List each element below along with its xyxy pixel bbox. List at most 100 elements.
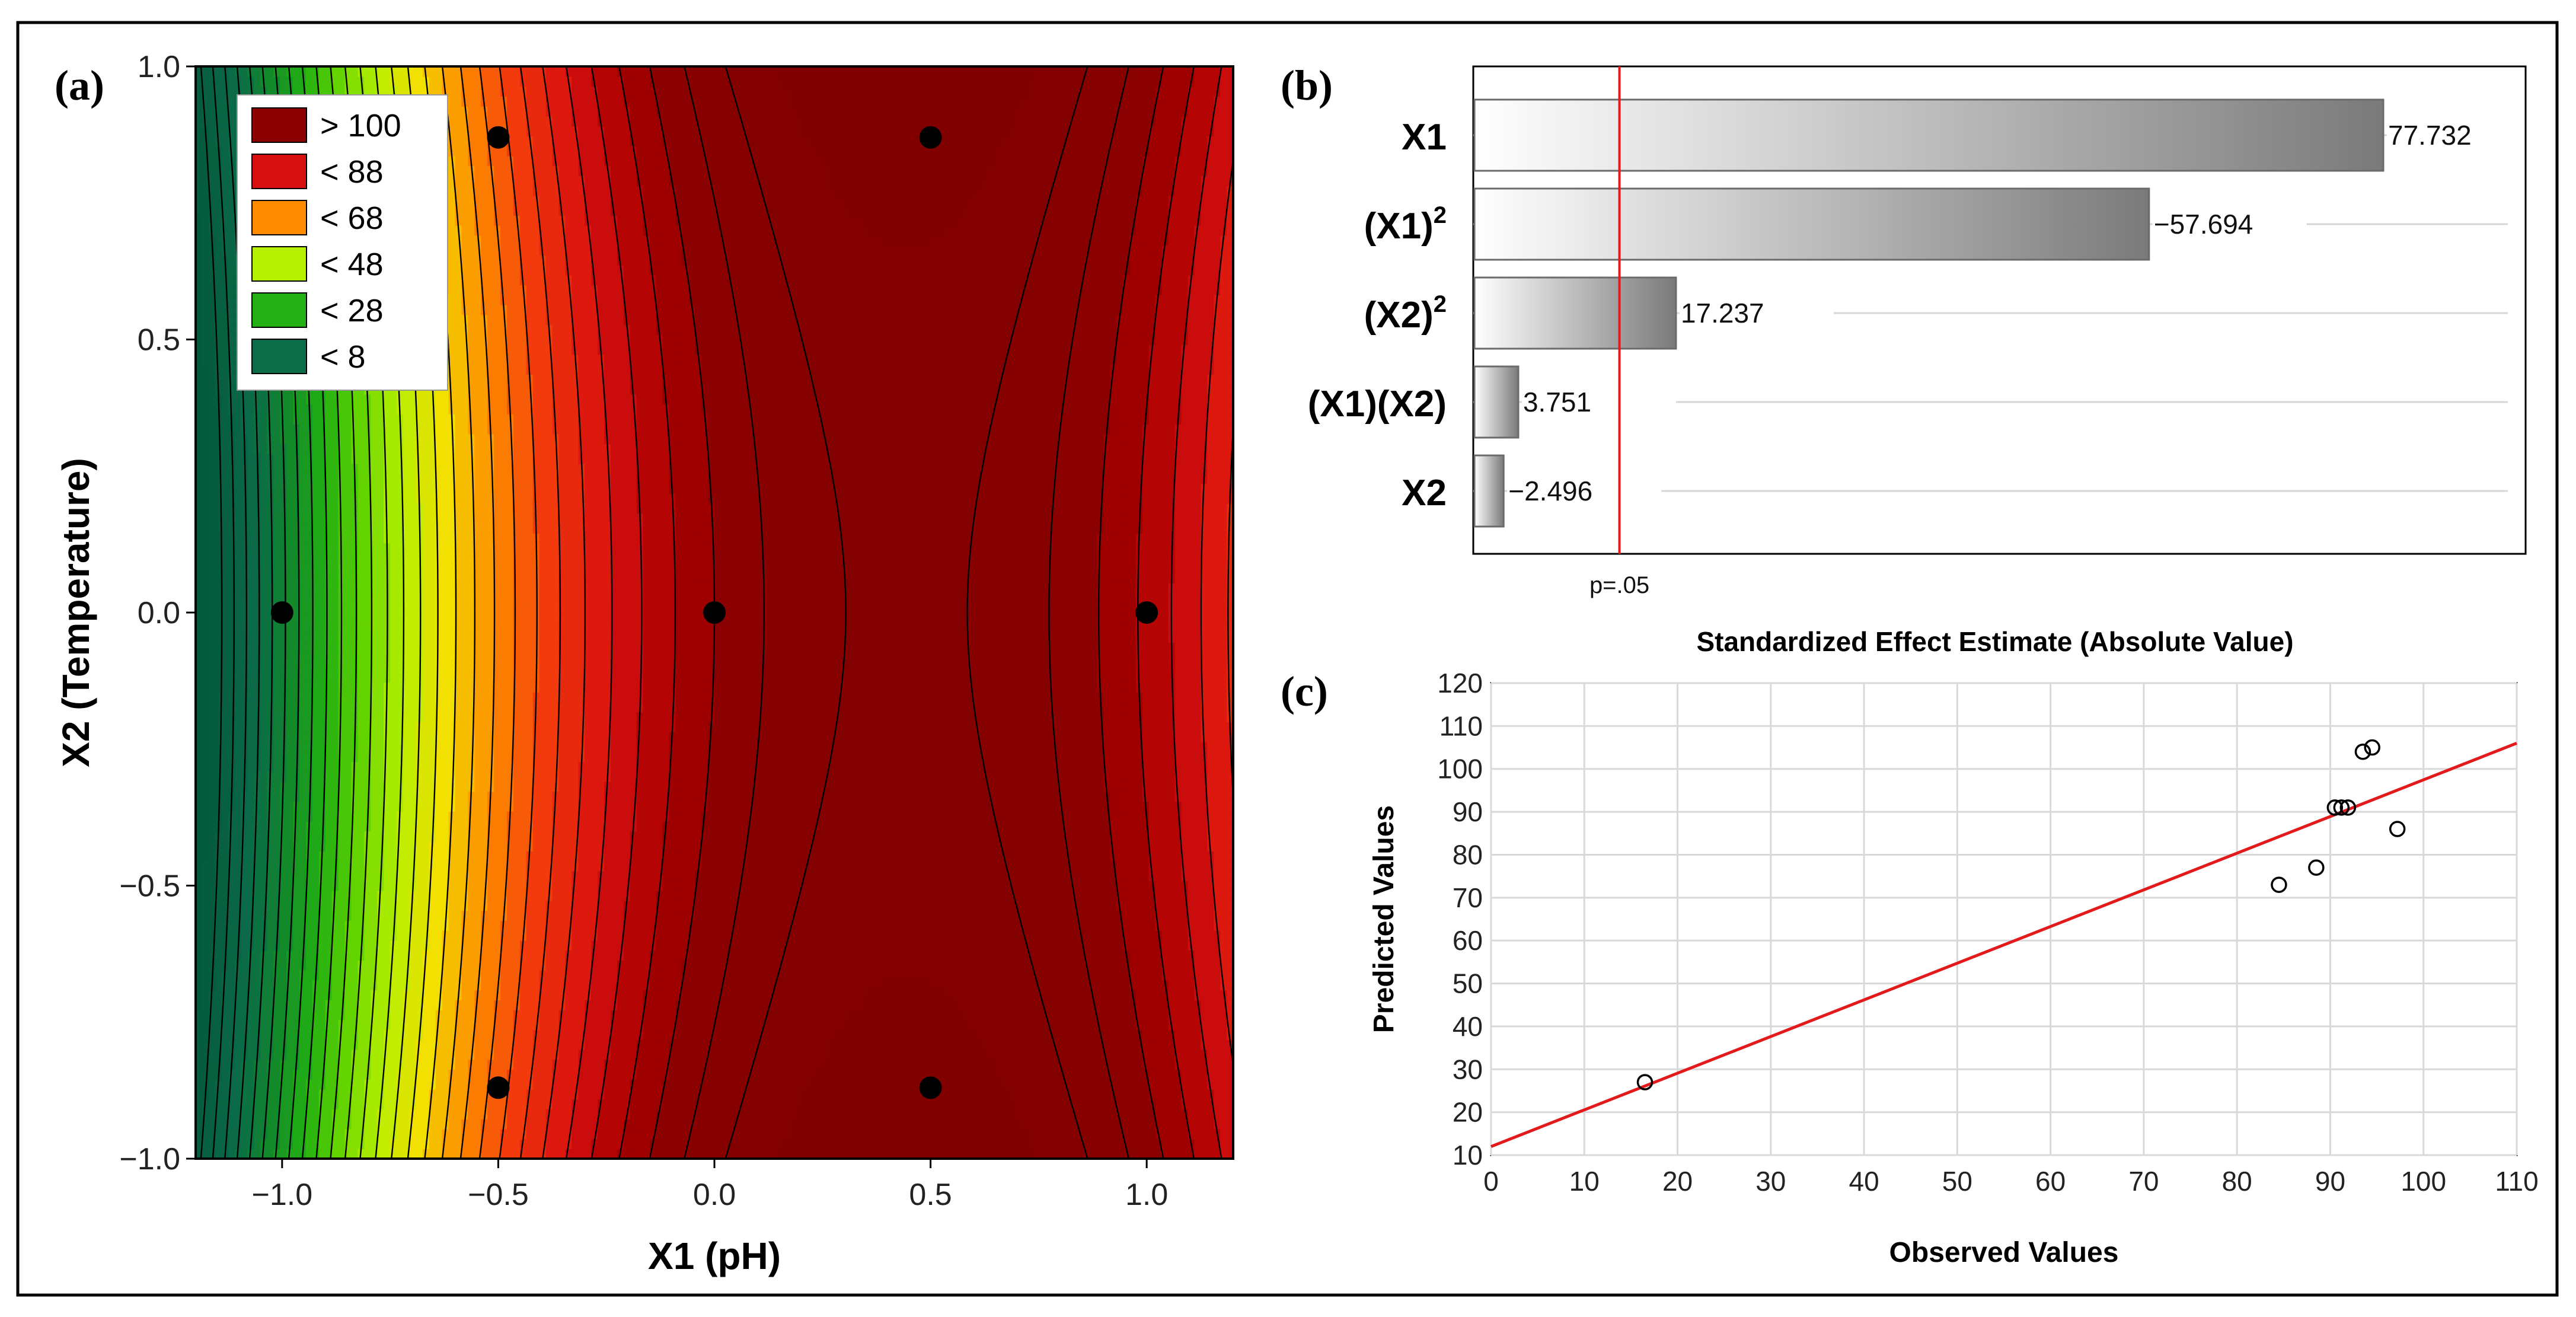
contour-cell xyxy=(221,613,229,623)
contour-cell xyxy=(215,96,222,107)
contour-cell xyxy=(474,1029,482,1040)
contour-cell xyxy=(228,1139,235,1150)
contour-cell xyxy=(267,76,274,87)
contour-cell xyxy=(215,632,222,643)
contour-cell xyxy=(260,66,268,77)
contour-cell xyxy=(403,1079,410,1090)
contour-cell xyxy=(202,215,209,226)
contour-cell xyxy=(403,960,410,971)
contour-cell xyxy=(221,811,229,822)
contour-cell xyxy=(338,493,346,504)
contour-cell xyxy=(286,553,293,564)
contour-cell xyxy=(331,513,339,524)
contour-cell xyxy=(474,682,482,693)
contour-cell xyxy=(318,771,326,782)
contour-cell xyxy=(215,701,222,713)
contour-cell xyxy=(344,970,352,981)
contour-cell xyxy=(403,652,410,663)
contour-cell xyxy=(448,1009,456,1021)
contour-cell xyxy=(416,1069,423,1080)
contour-cell xyxy=(338,433,346,445)
contour-cell xyxy=(442,483,449,494)
contour-cell xyxy=(384,1079,391,1090)
contour-cell xyxy=(299,632,307,643)
contour-cell xyxy=(422,454,430,464)
contour-cell xyxy=(273,642,280,653)
contour-cell xyxy=(474,970,482,981)
contour-cell xyxy=(422,563,430,573)
contour-cell xyxy=(481,881,488,891)
contour-cell xyxy=(357,404,365,414)
contour-cell xyxy=(331,1029,339,1040)
contour-cell xyxy=(215,940,222,951)
contour-cell xyxy=(468,592,475,604)
contour-cell xyxy=(442,513,449,524)
contour-cell xyxy=(397,543,404,554)
contour-cell xyxy=(455,364,462,375)
contour-cell xyxy=(338,483,346,494)
contour-cell xyxy=(312,1099,320,1110)
contour-cell xyxy=(468,404,475,414)
contour-cell xyxy=(422,473,430,484)
contour-cell xyxy=(422,404,430,414)
contour-cell xyxy=(331,1109,339,1120)
contour-cell xyxy=(215,176,222,186)
contour-cell xyxy=(299,1119,307,1130)
contour-cell xyxy=(208,881,216,891)
contour-cell xyxy=(280,881,287,891)
contour-cell xyxy=(305,691,313,703)
contour-cell xyxy=(196,384,203,395)
contour-cell xyxy=(409,582,417,594)
contour-cell xyxy=(461,573,469,583)
contour-cell xyxy=(371,781,378,792)
contour-cell xyxy=(357,831,365,841)
contour-cell xyxy=(215,881,222,891)
contour-cell xyxy=(455,463,462,474)
contour-cell xyxy=(364,473,372,484)
contour-cell xyxy=(377,76,384,87)
contour-cell xyxy=(273,672,280,683)
contour-cell xyxy=(357,513,365,524)
contour-cell xyxy=(273,1009,280,1021)
contour-cell xyxy=(215,900,222,911)
contour-cell xyxy=(474,602,482,613)
contour-cell xyxy=(305,701,313,713)
contour-cell xyxy=(305,1019,313,1031)
contour-cell xyxy=(455,622,462,633)
contour-cell xyxy=(208,1079,216,1090)
contour-cell xyxy=(416,613,423,623)
contour-cell xyxy=(468,285,475,295)
contour-cell xyxy=(448,344,456,355)
contour-cell xyxy=(474,801,482,812)
contour-cell xyxy=(371,970,378,981)
contour-cell xyxy=(202,582,209,594)
contour-cell xyxy=(448,354,456,365)
contour-cell xyxy=(254,523,261,534)
contour-cell xyxy=(435,582,443,594)
contour-cell xyxy=(344,1128,352,1140)
contour-cell xyxy=(228,950,235,961)
contour-cell xyxy=(215,652,222,663)
contour-cell xyxy=(318,761,326,772)
contour-cell xyxy=(468,523,475,534)
contour-cell xyxy=(474,771,482,782)
contour-cell xyxy=(442,473,449,484)
contour-cell xyxy=(267,1089,274,1100)
contour-cell xyxy=(338,722,346,732)
contour-cell xyxy=(429,414,436,425)
contour-cell xyxy=(293,493,300,504)
contour-cell xyxy=(312,1029,320,1040)
contour-cell xyxy=(390,602,397,613)
contour-cell xyxy=(215,1099,222,1110)
contour-cell xyxy=(267,1019,274,1031)
contour-cell xyxy=(234,990,242,1000)
contour-cell xyxy=(260,463,268,474)
contour-cell xyxy=(331,980,339,991)
contour-cell xyxy=(403,563,410,573)
contour-cell xyxy=(202,245,209,256)
contour-cell xyxy=(221,354,229,365)
contour-cell xyxy=(228,841,235,852)
contour-cell xyxy=(202,394,209,405)
contour-cell xyxy=(455,791,462,802)
contour-cell xyxy=(409,1009,417,1021)
